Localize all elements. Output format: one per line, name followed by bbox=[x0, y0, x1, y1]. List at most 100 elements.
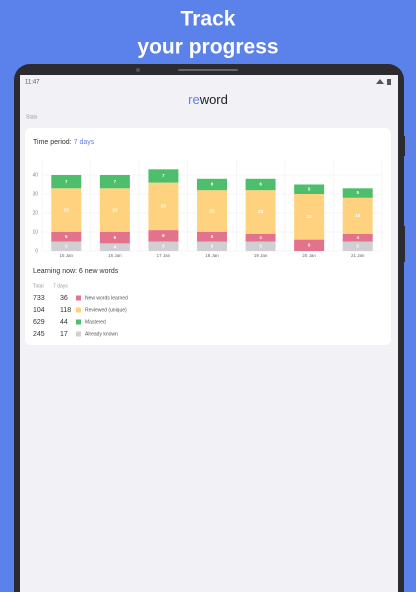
legend-swatch bbox=[76, 319, 81, 325]
total-value: 104 bbox=[33, 307, 45, 314]
bar-segment bbox=[197, 178, 227, 191]
bar-segment bbox=[197, 190, 227, 232]
y-tick-label: 30 bbox=[32, 191, 38, 197]
table-header: 7 days bbox=[53, 283, 68, 289]
week-value: 44 bbox=[60, 319, 68, 326]
bar-segment bbox=[51, 232, 82, 242]
status-time: 11:47 bbox=[25, 80, 40, 86]
table-header: Total bbox=[33, 283, 44, 289]
x-tick-label: 20 Jan bbox=[302, 253, 316, 258]
bar-segment bbox=[148, 182, 179, 231]
legend-label: Mastered bbox=[85, 319, 106, 325]
legend-label: Already known bbox=[85, 331, 118, 337]
x-tick-label: 21 Jan bbox=[351, 253, 365, 258]
logo-rest: word bbox=[199, 92, 228, 107]
bar-label: 6 bbox=[114, 235, 117, 240]
bar-segment bbox=[245, 178, 276, 191]
bar-label: 5 bbox=[356, 243, 359, 248]
bar-segment bbox=[342, 197, 373, 234]
side-button bbox=[402, 136, 405, 156]
y-tick-label: 0 bbox=[35, 248, 38, 254]
bar-segment bbox=[342, 188, 373, 198]
legend-label: New words learned bbox=[85, 295, 128, 301]
bar-segment bbox=[245, 241, 276, 251]
section-label: Stats bbox=[26, 114, 38, 120]
bar-label: 19 bbox=[355, 213, 361, 218]
week-value: 36 bbox=[60, 295, 68, 302]
bar-label: 5 bbox=[211, 243, 214, 248]
y-tick-label: 40 bbox=[32, 172, 38, 178]
bar-segment bbox=[342, 233, 373, 242]
logo: reword bbox=[188, 92, 228, 107]
bar-segment bbox=[197, 241, 227, 251]
bar-segment bbox=[99, 232, 130, 244]
bar-segment bbox=[99, 175, 130, 189]
period-text: Time period: bbox=[33, 139, 72, 146]
bar-label: 7 bbox=[162, 173, 165, 178]
bar-label: 23 bbox=[258, 209, 264, 214]
x-tick-label: 18 Jan bbox=[205, 253, 219, 258]
y-tick-label: 10 bbox=[32, 229, 38, 235]
total-value: 629 bbox=[33, 319, 45, 326]
bar-label: 4 bbox=[114, 244, 117, 249]
bar-label: 5 bbox=[162, 243, 165, 248]
learning-now: Learning now: 6 new words bbox=[33, 268, 119, 275]
bar-label: 7 bbox=[65, 179, 68, 184]
bar-label: 23 bbox=[112, 207, 118, 212]
bar-label: 5 bbox=[308, 186, 311, 191]
battery-icon bbox=[387, 79, 391, 85]
legend-swatch bbox=[76, 295, 81, 301]
week-value: 118 bbox=[60, 307, 71, 314]
camera bbox=[136, 68, 140, 72]
legend-swatch bbox=[76, 307, 81, 313]
chart: 0 10 20 30 40 15 Jan 5 5 23 7 16 Jan 4 6 23 7 17 Jan 5 6 2… bbox=[32, 160, 383, 258]
bar-segment bbox=[99, 243, 130, 251]
bar-segment bbox=[294, 239, 325, 251]
total-value: 733 bbox=[33, 295, 45, 302]
x-tick-label: 17 Jan bbox=[157, 253, 171, 258]
bar-label: 5 bbox=[65, 234, 68, 239]
x-tick-label: 16 Jan bbox=[108, 253, 122, 258]
bar-segment bbox=[148, 230, 179, 242]
logo-accent: re bbox=[188, 92, 200, 107]
total-value: 245 bbox=[33, 331, 45, 338]
promo-line: your progress bbox=[137, 36, 278, 59]
bar-label: 6 bbox=[308, 242, 311, 247]
x-tick-label: 19 Jan bbox=[254, 253, 268, 258]
bar-segment bbox=[245, 233, 276, 242]
bar-label: 25 bbox=[161, 204, 167, 209]
period-label[interactable]: Time period: 7 days bbox=[33, 139, 95, 146]
bar-segment bbox=[148, 241, 179, 251]
bar-segment bbox=[294, 194, 325, 240]
bar-segment bbox=[197, 232, 227, 242]
x-tick-label: 15 Jan bbox=[60, 253, 74, 258]
period-value[interactable]: 7 days bbox=[74, 139, 95, 146]
bar-label: 7 bbox=[114, 179, 117, 184]
bar-segment bbox=[51, 241, 82, 251]
bar-label: 4 bbox=[259, 235, 262, 240]
bar-segment bbox=[51, 188, 82, 232]
week-value: 17 bbox=[60, 331, 68, 338]
bar-segment bbox=[51, 175, 82, 189]
bar-segment bbox=[294, 184, 325, 194]
bar-label: 6 bbox=[211, 182, 214, 187]
bar-segment bbox=[148, 169, 179, 183]
bar-segment bbox=[99, 188, 130, 232]
bar-segment bbox=[245, 190, 276, 234]
bar-label: 6 bbox=[162, 233, 165, 238]
legend-swatch bbox=[76, 331, 81, 337]
bar-label: 6 bbox=[259, 182, 262, 187]
summary-table: Total 7 days 733 36 New words learned 104 118 R… bbox=[33, 283, 128, 338]
wifi-icon bbox=[376, 79, 384, 84]
speaker bbox=[178, 69, 238, 71]
bar-label: 4 bbox=[356, 235, 359, 240]
side-button bbox=[402, 226, 405, 262]
bar-label: 5 bbox=[65, 243, 68, 248]
bar-label: 24 bbox=[307, 214, 313, 219]
bar-label: 22 bbox=[209, 208, 215, 213]
bar-label: 5 bbox=[356, 190, 359, 195]
bar-label: 23 bbox=[64, 207, 70, 212]
promo-line: Track bbox=[181, 8, 236, 31]
